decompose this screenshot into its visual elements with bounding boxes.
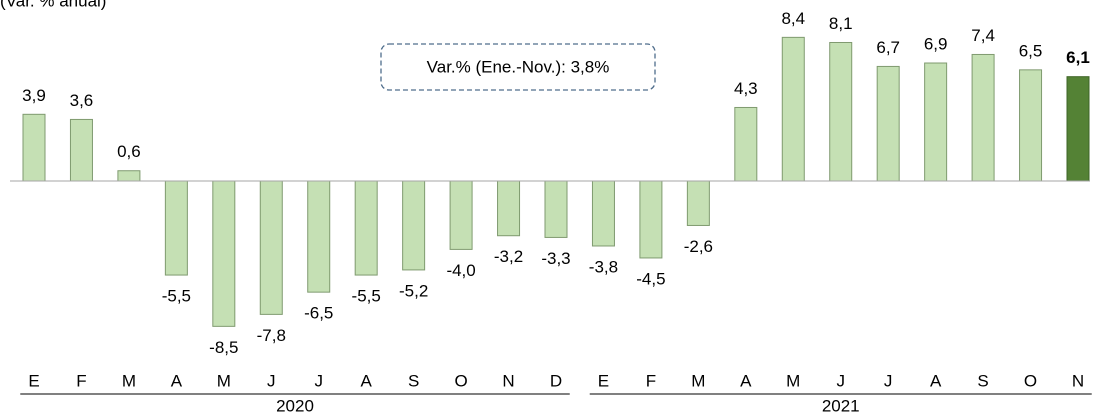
x-tick-label: J: [884, 371, 893, 390]
value-label: 3,6: [70, 91, 94, 110]
x-tick-label: S: [408, 371, 419, 390]
bar: [22, 113, 46, 182]
chart-subtitle: (Var. % anual): [0, 0, 106, 10]
x-tick-label: E: [598, 371, 609, 390]
value-label: -5,5: [162, 287, 191, 306]
bar: [686, 180, 710, 226]
bar: [781, 36, 805, 182]
bar: [1019, 69, 1043, 182]
bar: [639, 180, 663, 259]
bar: [449, 180, 473, 250]
value-label: 6,5: [1019, 41, 1043, 60]
x-tick-label: J: [836, 371, 845, 390]
value-label: -8,5: [209, 338, 238, 357]
x-tick-label: N: [1072, 371, 1084, 390]
value-label: 4,3: [734, 79, 758, 98]
bar: [829, 41, 853, 182]
value-label: -3,8: [589, 257, 618, 276]
value-label: -4,0: [446, 261, 475, 280]
value-label: 6,1: [1066, 48, 1090, 67]
x-tick-label: M: [786, 371, 800, 390]
bar: [734, 106, 758, 182]
x-tick-label: D: [550, 371, 562, 390]
bar: [117, 170, 141, 182]
annotation-box: [380, 43, 656, 91]
x-tick-label: A: [740, 371, 752, 390]
bar: [164, 180, 188, 276]
x-tick-label: S: [977, 371, 988, 390]
bar: [307, 180, 331, 293]
bar: [259, 180, 283, 315]
value-label: 8,4: [781, 9, 805, 28]
group-label: 2021: [822, 396, 860, 415]
x-tick-label: E: [28, 371, 39, 390]
x-tick-label: A: [930, 371, 942, 390]
bar: [212, 180, 236, 327]
value-label: 0,6: [117, 142, 141, 161]
x-tick-label: F: [646, 371, 656, 390]
bar: [591, 180, 615, 247]
x-tick-label: N: [502, 371, 514, 390]
value-label: -3,2: [494, 247, 523, 266]
x-tick-label: O: [454, 371, 467, 390]
value-label: -2,6: [684, 237, 713, 256]
bar: [497, 180, 521, 237]
value-label: 7,4: [971, 26, 995, 45]
value-label: 6,7: [876, 38, 900, 57]
x-tick-label: F: [76, 371, 86, 390]
x-tick-label: M: [217, 371, 231, 390]
bar: [544, 180, 568, 238]
x-tick-label: M: [122, 371, 136, 390]
value-label: 3,9: [22, 86, 46, 105]
value-label: 8,1: [829, 14, 853, 33]
value-label: -3,3: [541, 249, 570, 268]
value-label: 6,9: [924, 34, 948, 53]
value-label: -5,2: [399, 281, 428, 300]
x-tick-label: O: [1024, 371, 1037, 390]
bar: [876, 65, 900, 182]
bar: [69, 118, 93, 182]
bar: [924, 62, 948, 182]
bar: [354, 180, 378, 276]
bar: [971, 53, 995, 182]
value-label: -5,5: [352, 287, 381, 306]
x-tick-label: J: [267, 371, 276, 390]
x-tick-label: M: [691, 371, 705, 390]
bar: [402, 180, 426, 271]
group-label: 2020: [276, 396, 314, 415]
x-tick-label: A: [171, 371, 183, 390]
value-label: -6,5: [304, 304, 333, 323]
value-label: -7,8: [257, 326, 286, 345]
x-tick-label: J: [314, 371, 323, 390]
bar: [1066, 76, 1090, 182]
x-tick-label: A: [361, 371, 373, 390]
value-label: -4,5: [636, 269, 665, 288]
annotation: Var.% (Ene.-Nov.): 3,8%: [427, 57, 610, 76]
